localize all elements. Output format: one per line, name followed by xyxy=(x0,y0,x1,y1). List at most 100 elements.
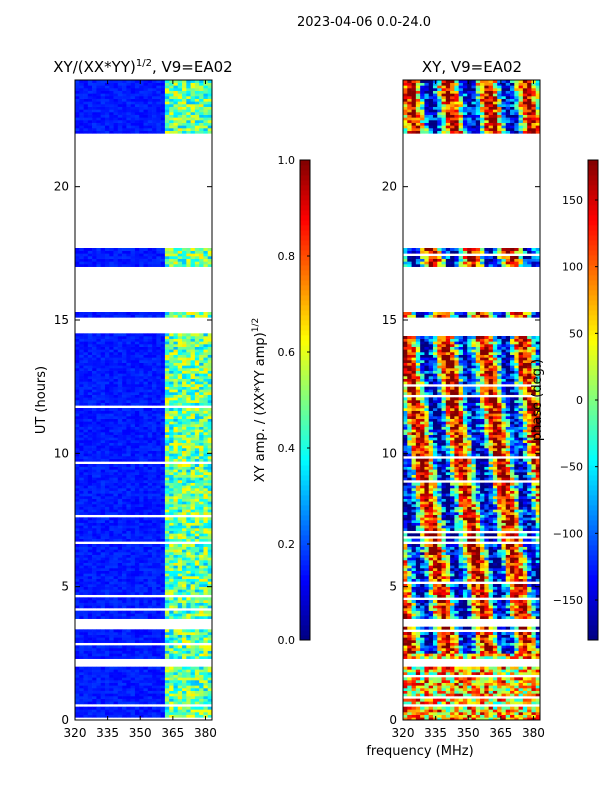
heatmap-cell xyxy=(177,613,183,617)
heatmap-cell xyxy=(194,693,200,697)
heatmap-cell xyxy=(203,125,209,129)
heatmap-cell xyxy=(194,696,200,699)
heatmap-cell xyxy=(96,341,101,345)
heatmap-cell xyxy=(117,528,123,531)
heatmap-cell xyxy=(104,378,110,382)
heatmap-cell xyxy=(79,672,84,675)
heatmap-cell xyxy=(113,674,119,678)
heatmap-cell xyxy=(130,362,136,366)
heatmap-cell xyxy=(92,429,97,433)
heatmap-cell xyxy=(199,597,204,601)
heatmap-cell xyxy=(194,674,200,678)
heatmap-cell xyxy=(92,568,97,571)
heatmap-cell xyxy=(104,248,110,251)
heatmap-cell xyxy=(92,362,97,366)
heatmap-cell xyxy=(87,498,93,502)
heatmap-cell xyxy=(169,653,174,657)
heatmap-cell xyxy=(152,656,157,659)
heatmap-cell xyxy=(122,629,127,633)
heatmap-cell xyxy=(92,549,97,553)
heatmap-cell xyxy=(122,616,127,619)
heatmap-cell xyxy=(109,424,114,427)
heatmap-cell xyxy=(147,424,153,427)
heatmap-cell xyxy=(92,130,97,134)
heatmap-cell xyxy=(79,120,84,123)
heatmap-cell xyxy=(199,696,204,699)
heatmap-cell xyxy=(126,365,131,369)
heatmap-cell xyxy=(75,82,80,86)
heatmap-cell xyxy=(122,410,127,414)
heatmap-cell xyxy=(147,677,153,681)
heatmap-cell xyxy=(79,669,84,673)
heatmap-cell xyxy=(194,533,200,537)
heatmap-cell xyxy=(75,426,80,430)
heatmap-cell xyxy=(203,669,209,673)
heatmap-cell xyxy=(173,394,179,398)
heatmap-cell xyxy=(113,349,119,353)
heatmap-cell xyxy=(147,394,153,398)
heatmap-cell xyxy=(147,504,153,507)
heatmap-cell xyxy=(122,632,127,635)
heatmap-cell xyxy=(100,573,106,577)
heatmap-cell xyxy=(160,714,166,718)
heatmap-cell xyxy=(164,546,170,550)
heatmap-cell xyxy=(83,421,89,425)
heatmap-cell xyxy=(75,458,80,462)
heatmap-cell xyxy=(109,128,114,131)
heatmap-cell xyxy=(190,680,196,683)
heatmap-cell xyxy=(104,98,110,102)
heatmap-cell xyxy=(190,432,196,435)
heatmap-cell xyxy=(104,400,110,403)
heatmap-cell xyxy=(122,98,127,102)
heatmap-cell xyxy=(134,589,140,593)
heatmap-cell xyxy=(104,696,110,699)
heatmap-cell xyxy=(75,122,80,126)
heatmap-cell xyxy=(156,506,161,510)
heatmap-cell xyxy=(147,589,153,593)
heatmap-cell xyxy=(109,418,114,422)
heatmap-cell xyxy=(100,256,106,259)
heatmap-cell xyxy=(152,568,157,571)
heatmap-cell xyxy=(113,378,119,382)
heatmap-cell xyxy=(92,666,97,670)
heatmap-cell xyxy=(152,696,157,699)
heatmap-cell xyxy=(182,568,187,571)
heatmap-cell xyxy=(130,128,136,131)
heatmap-cell xyxy=(177,120,183,123)
heatmap-cell xyxy=(83,557,89,561)
heatmap-cell xyxy=(147,517,153,521)
heatmap-cell xyxy=(92,554,97,558)
heatmap-cell xyxy=(147,98,153,102)
heatmap-cell xyxy=(126,549,131,553)
heatmap-cell xyxy=(203,544,209,547)
heatmap-cell xyxy=(164,520,170,523)
heatmap-cell xyxy=(186,130,191,134)
heatmap-cell xyxy=(156,421,161,425)
heatmap-cell xyxy=(113,346,119,350)
heatmap-cell xyxy=(147,538,153,542)
heatmap-cell xyxy=(160,112,166,115)
heatmap-cell xyxy=(164,248,170,251)
heatmap-cell xyxy=(75,442,80,446)
heatmap-cell xyxy=(182,360,187,363)
heatmap-cell xyxy=(134,648,140,651)
heatmap-cell xyxy=(83,264,89,267)
heatmap-cell xyxy=(147,610,153,614)
heatmap-cell xyxy=(104,402,110,406)
heatmap-cell xyxy=(134,386,140,390)
heatmap-cell xyxy=(92,248,97,251)
heatmap-cell xyxy=(182,576,187,579)
heatmap-cell xyxy=(177,261,183,265)
heatmap-cell xyxy=(207,349,213,353)
heatmap-cell xyxy=(100,333,106,337)
heatmap-cell xyxy=(139,581,144,585)
heatmap-cell xyxy=(100,429,106,433)
heatmap-cell xyxy=(100,480,106,483)
heatmap-cell xyxy=(194,637,200,641)
heatmap-cell xyxy=(147,416,153,419)
heatmap-cell xyxy=(113,466,119,470)
heatmap-cell xyxy=(147,501,153,505)
heatmap-cell xyxy=(190,93,196,97)
heatmap-cell xyxy=(190,389,196,393)
heatmap-cell xyxy=(194,666,200,670)
